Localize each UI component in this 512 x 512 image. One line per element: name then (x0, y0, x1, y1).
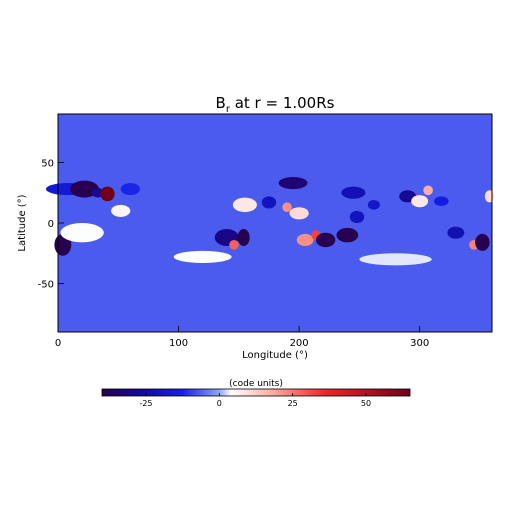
field-feature-25 (423, 185, 433, 196)
x-tick-label-1: 100 (169, 338, 188, 349)
colorbar-title: (code units) (229, 379, 283, 389)
heatmap-background (58, 114, 492, 332)
field-feature-4 (111, 204, 131, 217)
x-tick-label-0: 0 (55, 338, 61, 349)
field-feature-11 (232, 197, 257, 213)
field-feature-9 (229, 239, 239, 250)
field-feature-19 (336, 227, 359, 243)
colorbar: (code units) -25 0 25 50 (101, 379, 411, 408)
field-feature-24 (411, 195, 429, 208)
field-feature-13 (282, 202, 292, 213)
y-axis-label: Latitude (°) (17, 194, 28, 251)
title-rest: at r = 1.00Rs (230, 94, 335, 112)
colorbar-tick-label-1: 0 (217, 399, 222, 408)
x-axis-label: Longitude (°) (242, 350, 308, 361)
field-feature-31 (173, 250, 232, 263)
field-feature-22 (367, 199, 380, 210)
field-feature-14 (278, 176, 308, 190)
colorbar-tick-label-2: 25 (288, 399, 298, 408)
y-tick-label-2: 50 (41, 158, 54, 169)
x-tick-label-2: 200 (290, 338, 309, 349)
field-feature-16 (296, 233, 314, 247)
field-feature-7 (60, 223, 104, 243)
colorbar-ticks: -25 0 25 50 (139, 393, 371, 408)
heatmap-field (45, 176, 495, 266)
x-axis-ticks: 0 100 200 300 (55, 326, 429, 349)
field-feature-12 (261, 196, 277, 209)
colorbar-bar (101, 388, 411, 397)
y-tick-label-0: -50 (38, 280, 54, 291)
field-feature-5 (120, 183, 140, 196)
field-feature-20 (341, 186, 366, 199)
title-sub: r (226, 104, 231, 115)
title-main: B (216, 94, 226, 112)
field-feature-30 (484, 190, 495, 203)
field-feature-18 (315, 232, 336, 248)
field-feature-1 (70, 180, 99, 198)
y-tick-label-1: 0 (48, 219, 54, 230)
field-feature-26 (434, 196, 449, 207)
plot-area: 0 100 200 300 -50 0 50 (38, 113, 495, 349)
field-feature-27 (447, 226, 465, 239)
x-tick-label-3: 300 (410, 338, 429, 349)
field-feature-21 (349, 210, 365, 223)
field-feature-15 (289, 207, 309, 220)
field-feature-10 (237, 229, 250, 247)
field-feature-29 (475, 233, 490, 251)
field-feature-32 (359, 253, 432, 266)
chart-title: Br at r = 1.00Rs (216, 94, 335, 115)
colorbar-tick-label-0: -25 (139, 399, 152, 408)
colorbar-tick-label-3: 50 (361, 399, 371, 408)
field-feature-3 (100, 186, 115, 202)
y-axis-ticks: -50 0 50 (38, 158, 64, 291)
